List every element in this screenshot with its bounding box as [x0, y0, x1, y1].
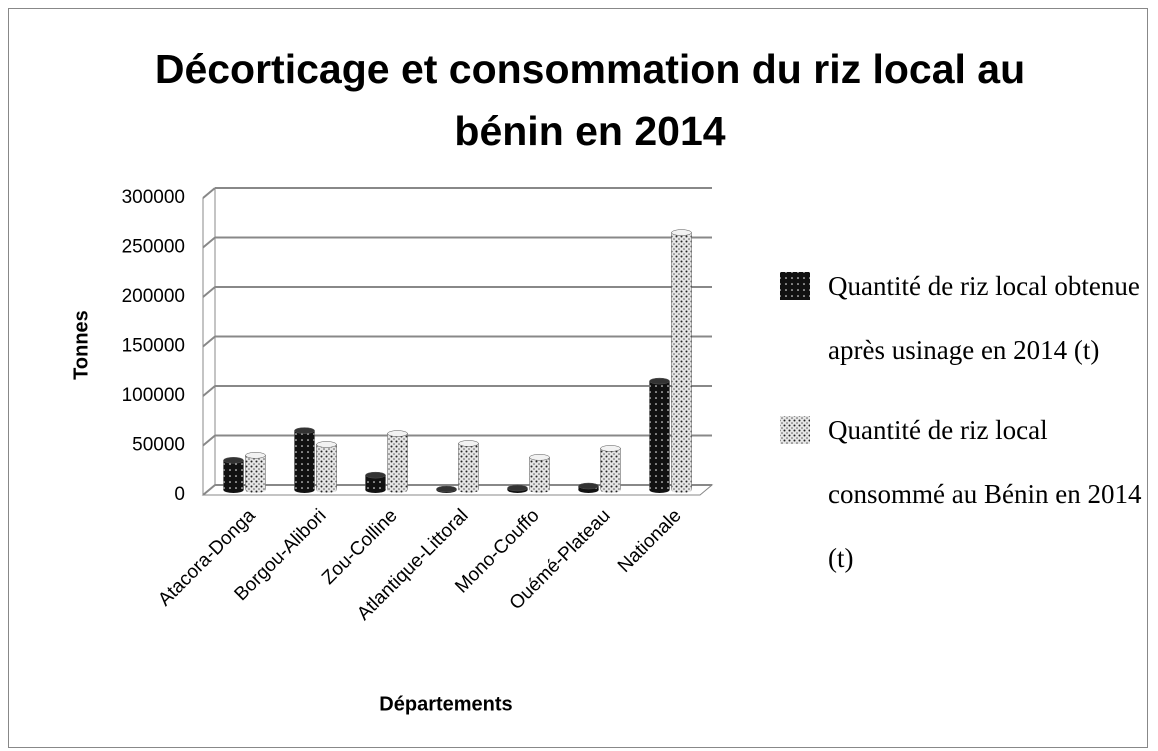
x-axis-title: Départements — [379, 693, 512, 715]
grid-line-side — [202, 286, 216, 298]
bar — [458, 440, 479, 493]
bar-body — [671, 232, 692, 491]
grid-line-side — [202, 335, 216, 348]
grid-line-side — [202, 385, 216, 397]
bar-body — [316, 444, 337, 491]
swatch — [780, 272, 810, 300]
bar-top — [294, 427, 315, 434]
grid-line-side — [202, 236, 216, 249]
bar-base — [294, 487, 315, 493]
bar-body — [649, 380, 670, 491]
bar — [529, 454, 550, 493]
swatch — [780, 416, 810, 444]
y-tick-label: 150000 — [122, 336, 185, 357]
chart-frame — [8, 8, 1148, 748]
legend-label: Quantité de riz local consommé au Bénin … — [828, 415, 1142, 573]
bar-top — [600, 445, 621, 452]
bar-body — [600, 448, 621, 491]
bar — [223, 457, 244, 493]
bar-top — [671, 229, 692, 236]
bar — [294, 427, 315, 493]
x-tick-label: Nationale — [614, 505, 686, 577]
bar — [600, 445, 621, 493]
y-tick-label: 50000 — [132, 435, 185, 456]
bar-top — [365, 471, 386, 479]
legend-entry: Quantité de riz local consommé au Bénin … — [778, 398, 1148, 590]
bar-top — [387, 430, 408, 437]
bar-top — [529, 454, 550, 461]
bar-top — [223, 457, 244, 464]
bar-base — [316, 487, 337, 493]
legend-swatch — [780, 416, 810, 444]
bar-body — [223, 460, 244, 491]
bar — [436, 485, 457, 493]
grid-line-side — [202, 187, 216, 199]
bar — [507, 484, 528, 493]
bar-base — [671, 487, 692, 493]
bar-top — [316, 441, 337, 448]
y-tick-label: 100000 — [122, 385, 185, 406]
bar-base — [245, 487, 266, 493]
bar-body — [294, 430, 315, 491]
bar-base — [649, 487, 670, 493]
y-tick-label: 300000 — [122, 187, 185, 208]
chart-title: Décorticage et consommation du riz local… — [154, 46, 1026, 154]
bar-base — [458, 487, 479, 493]
bar-top — [436, 485, 457, 493]
bar — [649, 377, 670, 493]
bar-body — [529, 457, 550, 491]
bar-top — [649, 377, 670, 385]
bar — [316, 441, 337, 493]
bar-top — [458, 440, 479, 447]
y-tick-label: 200000 — [122, 286, 185, 307]
bar — [387, 430, 408, 493]
bar — [578, 482, 599, 493]
legend: Quantité de riz local obtenue après usin… — [778, 254, 1148, 606]
bar-body — [387, 433, 408, 491]
bar-body — [458, 443, 479, 491]
grid-line-side — [202, 484, 216, 496]
bar-body — [245, 455, 266, 491]
bar — [671, 229, 692, 493]
bar-top — [507, 484, 528, 492]
y-tick-label: 250000 — [122, 237, 185, 258]
bar — [245, 452, 266, 493]
bar — [365, 471, 386, 493]
grid-line-side — [202, 434, 216, 447]
y-tick-label: 0 — [174, 484, 185, 505]
floor — [201, 484, 714, 496]
bar-base — [529, 487, 550, 493]
legend-entry: Quantité de riz local obtenue après usin… — [778, 254, 1148, 382]
bar-base — [600, 487, 621, 493]
bar-base — [365, 487, 386, 493]
bar-top — [578, 482, 599, 490]
legend-swatch — [780, 272, 810, 300]
y-axis-title: Tonnes — [70, 310, 92, 380]
bar-base — [387, 487, 408, 493]
legend-label: Quantité de riz local obtenue après usin… — [828, 271, 1140, 365]
bar-base — [223, 487, 244, 493]
bar-top — [245, 452, 266, 459]
